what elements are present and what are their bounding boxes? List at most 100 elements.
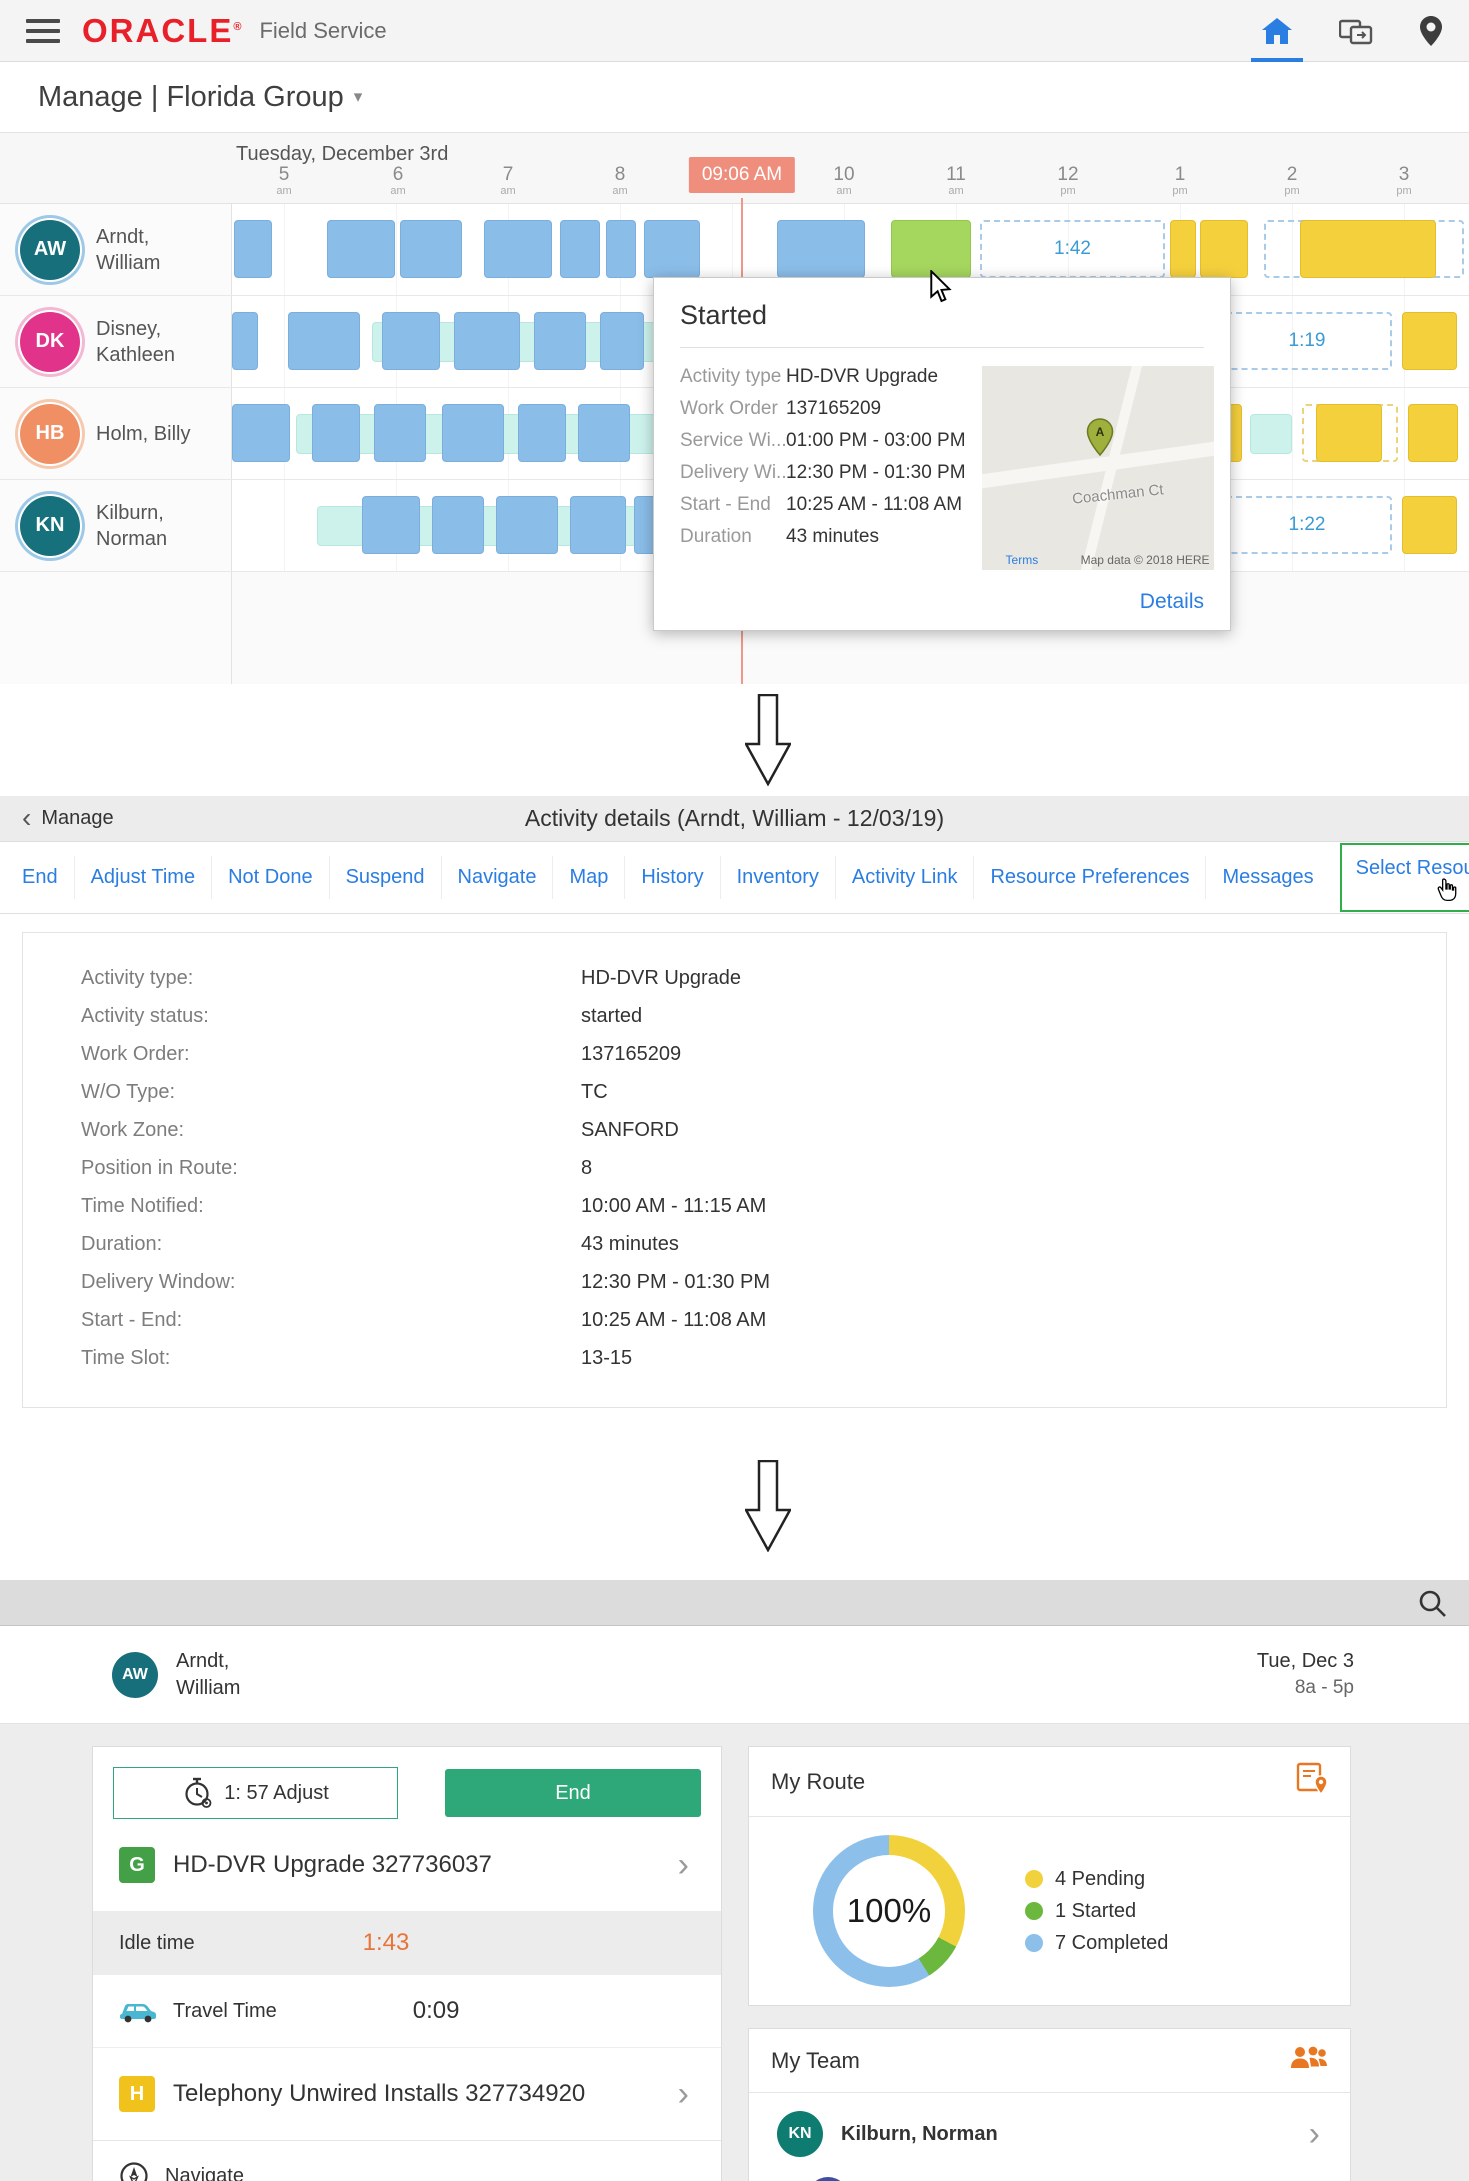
toolbar-inventory[interactable]: Inventory	[719, 856, 835, 899]
route-percent: 100%	[846, 1892, 932, 1929]
activity-block-green[interactable]	[891, 220, 971, 278]
dashboard-right-column: My Route 100% 4 Pending 1 Started 7 Comp…	[748, 1746, 1351, 2181]
date-header: Tuesday, December 3rd	[236, 143, 449, 165]
toolbar-end[interactable]: End	[22, 866, 58, 888]
activity-block-yellow[interactable]	[1316, 404, 1382, 462]
activity-block-blue[interactable]	[234, 220, 272, 278]
avatar[interactable]: KN	[777, 2111, 823, 2157]
resource-cell[interactable]: HB Holm, Billy	[0, 388, 232, 479]
time-tick: 6 am	[390, 164, 406, 197]
activity-block-blue[interactable]	[312, 404, 360, 462]
activity-block-blue[interactable]	[600, 312, 644, 370]
activity-block-blue[interactable]	[382, 312, 440, 370]
toolbar-activity-link[interactable]: Activity Link	[834, 856, 974, 899]
avatar[interactable]: AW	[20, 219, 80, 280]
activity-block-blue[interactable]	[454, 312, 520, 370]
avatar[interactable]: AW	[112, 1651, 158, 1698]
resource-cell[interactable]: KN Kilburn, Norman	[0, 480, 232, 571]
end-activity-button[interactable]: End	[445, 1769, 701, 1817]
toolbar-select-resource[interactable]: Select Resource	[1339, 843, 1469, 912]
search-icon[interactable]	[1417, 1588, 1447, 1618]
toolbar-map[interactable]: Map	[552, 856, 624, 899]
detail-row: Activity status: started	[23, 997, 1446, 1035]
resource-cell[interactable]: DK Disney, Kathleen	[0, 296, 232, 387]
toolbar-resource-preferences[interactable]: Resource Preferences	[973, 856, 1205, 899]
details-link[interactable]: Details	[1139, 590, 1204, 613]
back-button[interactable]: ‹ Manage	[22, 804, 114, 832]
route-progress-donut: 100%	[813, 1835, 965, 1987]
navigate-button[interactable]: Navigate	[93, 2140, 721, 2181]
activity-type-badge: G	[119, 1847, 155, 1883]
toolbar-history[interactable]: History	[624, 856, 719, 899]
team-member-row[interactable]: AW Arndt, William	[749, 2171, 1350, 2181]
activity-block-dashed[interactable]: 1:42	[980, 220, 1165, 278]
toolbar-suspend[interactable]: Suspend	[328, 856, 441, 899]
avatar-initials: AW	[33, 238, 67, 260]
route-map-icon[interactable]	[1296, 1762, 1328, 1801]
current-time-badge: 09:06 AM	[688, 157, 796, 193]
product-name: Field Service	[259, 17, 387, 43]
home-tab[interactable]	[1251, 0, 1303, 62]
resource-name: Arndt, William	[96, 225, 161, 274]
adjust-time-button[interactable]: 1: 57 Adjust	[113, 1767, 398, 1819]
activity-block-blue[interactable]	[570, 496, 626, 554]
activity-block-blue[interactable]	[374, 404, 426, 462]
map-credit: Map data © 2018 HERE	[1080, 553, 1210, 567]
avatar[interactable]: KN	[20, 495, 80, 556]
activity-block-blue[interactable]	[432, 496, 484, 554]
toolbar-messages[interactable]: Messages	[1205, 856, 1329, 899]
avatar[interactable]: AW	[807, 2177, 849, 2181]
toolbar-not-done[interactable]: Not Done	[211, 856, 329, 899]
mini-map[interactable]: A Coachman Ct Terms Map data © 2018 HERE	[981, 366, 1214, 570]
activity-block-yellow[interactable]	[1200, 220, 1248, 278]
team-group-icon[interactable]	[1290, 2044, 1328, 2077]
activity-block-blue[interactable]	[534, 312, 586, 370]
activity-block-blue[interactable]	[518, 404, 566, 462]
activity-block-blue[interactable]	[400, 220, 462, 278]
toolbar-navigate[interactable]: Navigate	[440, 856, 553, 899]
travel-label: Travel Time	[173, 1999, 277, 2022]
map-marker-icon[interactable]: A	[1086, 418, 1114, 461]
activity-block-blue[interactable]	[362, 496, 420, 554]
activity-block-blue[interactable]	[442, 404, 504, 462]
activity-block-yellow[interactable]	[1300, 220, 1436, 278]
resource-cell[interactable]: AW Arndt, William	[0, 204, 232, 295]
map-terms-link[interactable]: Terms	[1005, 553, 1039, 567]
activity-block-blue[interactable]	[560, 220, 600, 278]
activity-stream-tab[interactable]	[1339, 0, 1373, 62]
activity-block-dashed[interactable]: 1:22	[1222, 496, 1392, 554]
idle-value: 1:43	[362, 1929, 410, 1956]
avatar[interactable]: HB	[20, 403, 80, 464]
chevron-right-icon[interactable]: ›	[1308, 2115, 1320, 2153]
breadcrumb[interactable]: Manage | Florida Group ▾	[0, 62, 1469, 132]
activity-block-blue[interactable]	[288, 312, 360, 370]
activity-block-yellow[interactable]	[1170, 220, 1196, 278]
hamburger-menu-icon[interactable]	[26, 18, 60, 43]
map-tab[interactable]	[1419, 0, 1443, 62]
activity-block-blue[interactable]	[777, 220, 865, 278]
activity-block-dashed[interactable]: 1:19	[1222, 312, 1392, 370]
avatar[interactable]: DK	[20, 311, 80, 372]
activity-block-yellow[interactable]	[1402, 312, 1457, 370]
time-axis: Tuesday, December 3rd 5 am 6 am 7 am 8 am 10…	[0, 132, 1469, 204]
chevron-right-icon[interactable]: ›	[677, 2075, 689, 2113]
idle-time-row: Idle time 1:43	[93, 1911, 721, 1975]
current-activity-row[interactable]: G HD-DVR Upgrade 327736037 ›	[113, 1819, 701, 1911]
activity-block-blue[interactable]	[232, 312, 258, 370]
toolbar-adjust-time[interactable]: Adjust Time	[73, 856, 211, 899]
activity-block-blue[interactable]	[496, 496, 558, 554]
activity-block-yellow[interactable]	[1402, 496, 1457, 554]
activity-block-blue[interactable]	[327, 220, 395, 278]
activity-block-blue[interactable]	[578, 404, 630, 462]
team-member-row[interactable]: KN Kilburn, Norman ›	[749, 2093, 1350, 2171]
activity-block-blue[interactable]	[644, 220, 700, 278]
activity-block-blue[interactable]	[232, 404, 290, 462]
chevron-right-icon[interactable]: ›	[677, 1846, 689, 1884]
chevron-down-icon[interactable]: ▾	[353, 87, 363, 106]
activity-block-teal[interactable]	[1250, 414, 1292, 454]
next-activity-row[interactable]: H Telephony Unwired Installs 327734920 ›	[113, 2048, 701, 2140]
activity-block-blue[interactable]	[606, 220, 636, 278]
activity-block-blue[interactable]	[484, 220, 552, 278]
activity-block-yellow[interactable]	[1408, 404, 1458, 462]
activity-tooltip: Started Activity type HD-DVR Upgrade Work…	[653, 277, 1231, 631]
